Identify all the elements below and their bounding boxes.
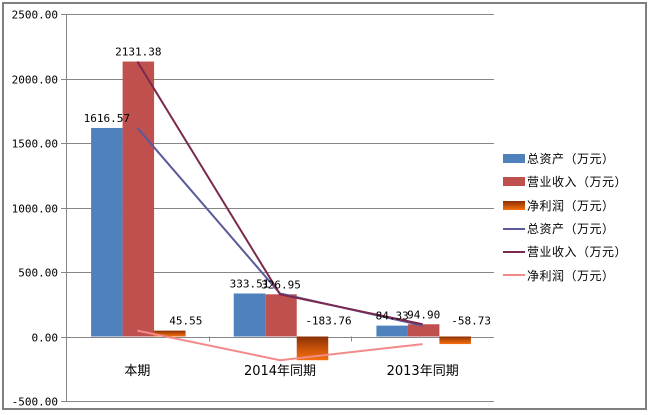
line-series — [136, 61, 423, 362]
x-axis-categories: 本期 2014年同期 2013年同期 — [124, 364, 458, 379]
y-tick-label: 1500.00 — [12, 138, 58, 151]
legend-label: 总资产（万元） — [527, 222, 615, 237]
legend-label: 总资产（万元） — [527, 152, 615, 167]
data-label: 333.51 — [230, 277, 270, 290]
legend-label: 营业收入（万元） — [527, 245, 628, 260]
bar — [122, 61, 155, 337]
legend-label: 净利润（万元） — [527, 268, 615, 283]
legend-item-net-profit-line: 净利润（万元） — [503, 263, 643, 286]
legend-swatch — [503, 154, 525, 164]
x-category-label: 2014年同期 — [244, 364, 316, 379]
legend-label: 净利润（万元） — [527, 198, 615, 213]
y-tick-label: -500.00 — [12, 396, 58, 409]
legend-swatch — [503, 274, 525, 277]
data-label: 1616.57 — [84, 112, 130, 125]
legend-swatch — [503, 200, 525, 210]
y-tick-label: 0.00 — [32, 332, 59, 345]
bar — [154, 330, 186, 337]
data-label: -58.73 — [451, 315, 491, 328]
legend-item-revenue-line: 营业收入（万元） — [503, 240, 643, 263]
legend-item-revenue-bar: 营业收入（万元） — [503, 170, 643, 193]
data-label: 84.33 — [376, 310, 409, 323]
bar-series — [91, 61, 471, 361]
bar — [265, 294, 297, 337]
legend-item-total-assets-line: 总资产（万元） — [503, 217, 643, 240]
chart-legend: 总资产（万元） 营业收入（万元） 净利润（万元） 总资产（万元） 营业收入（万元… — [503, 147, 643, 287]
data-label: 94.90 — [407, 308, 440, 321]
y-axis-ticks: 2500.00 2000.00 1500.00 1000.00 500.00 0.00 -5… — [12, 9, 58, 409]
legend-item-total-assets-bar: 总资产（万元） — [503, 147, 643, 170]
data-label: 326.95 — [261, 278, 301, 291]
y-tick-label: 2500.00 — [12, 9, 58, 22]
line-series-path — [136, 61, 423, 326]
x-category-label: 2013年同期 — [387, 364, 459, 379]
bar — [296, 336, 329, 361]
bar — [439, 336, 471, 345]
y-tick-label: 1000.00 — [12, 203, 58, 216]
y-tick-label: 2000.00 — [12, 74, 58, 87]
y-tick-label: 500.00 — [18, 267, 58, 280]
bar — [233, 293, 266, 337]
data-label: 45.55 — [169, 315, 202, 328]
legend-label: 营业收入（万元） — [527, 175, 628, 190]
data-label: 2131.38 — [115, 46, 161, 59]
legend-swatch — [503, 250, 525, 253]
line-series-path — [137, 329, 423, 362]
data-label: -183.76 — [305, 315, 351, 328]
bar — [91, 127, 123, 337]
bar — [407, 324, 440, 337]
bar — [376, 325, 408, 337]
x-category-label: 本期 — [124, 364, 150, 379]
chart-frame — [2, 2, 647, 410]
legend-swatch — [503, 177, 525, 187]
legend-item-net-profit-bar: 净利润（万元） — [503, 194, 643, 217]
legend-swatch — [503, 227, 525, 230]
